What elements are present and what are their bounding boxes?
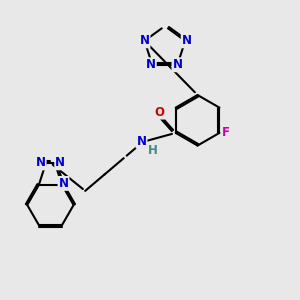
Text: N: N	[140, 34, 149, 47]
Text: F: F	[222, 126, 230, 140]
Text: N: N	[55, 156, 65, 170]
Text: N: N	[36, 156, 46, 170]
Text: N: N	[182, 34, 192, 47]
Text: N: N	[146, 58, 156, 71]
Text: N: N	[136, 135, 146, 148]
Text: H: H	[148, 144, 158, 157]
Text: O: O	[154, 106, 164, 118]
Text: N: N	[58, 177, 68, 190]
Text: N: N	[172, 58, 182, 71]
